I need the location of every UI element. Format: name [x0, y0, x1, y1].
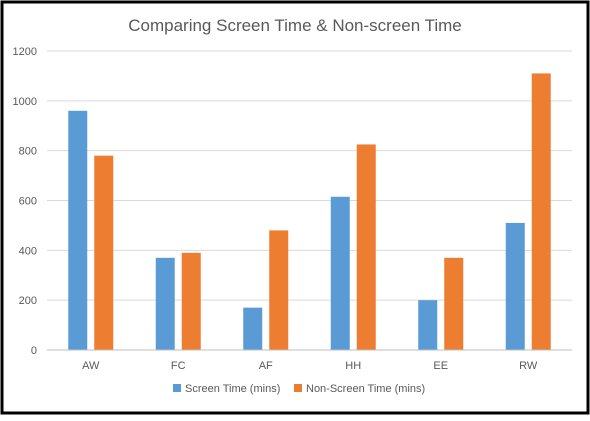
legend: Screen Time (mins) Non-Screen Time (mins) [173, 383, 425, 395]
x-axis: AW FC AF HH EE RW [47, 349, 572, 372]
y-tick-label: 1200 [13, 46, 37, 58]
bar-screen-time-ee [418, 300, 438, 350]
bar-screen-time-af [243, 307, 263, 350]
bar-screen-time-hh [330, 196, 350, 350]
x-tick-label: AF [259, 360, 273, 372]
y-tick-label: 800 [19, 146, 37, 158]
legend-swatch [173, 384, 181, 392]
bar-screen-time-rw [505, 222, 525, 350]
bar-non-screen-time-rw [531, 73, 551, 351]
bars [68, 73, 551, 351]
bar-screen-time-aw [68, 110, 88, 350]
x-tick-label: EE [433, 360, 448, 372]
legend-label: Screen Time (mins) [185, 383, 280, 395]
bar-non-screen-time-fc [181, 252, 201, 350]
bar-non-screen-time-hh [356, 144, 376, 350]
bar-non-screen-time-aw [94, 155, 114, 350]
y-tick-label: 600 [19, 196, 37, 208]
x-tick-label: RW [519, 360, 538, 372]
bar-non-screen-time-ee [444, 257, 464, 350]
gridlines [47, 50, 572, 301]
x-tick-label: AW [82, 360, 100, 372]
y-tick-label: 0 [31, 345, 37, 357]
x-tick-label: HH [345, 360, 361, 372]
bar-non-screen-time-af [269, 230, 289, 350]
legend-swatch [294, 384, 302, 392]
y-tick-label: 1000 [13, 96, 37, 108]
chart-title: Comparing Screen Time & Non-screen Time [128, 16, 462, 35]
y-axis-ticks: 0 200 400 600 800 1000 1200 [13, 46, 37, 357]
legend-label: Non-Screen Time (mins) [306, 383, 425, 395]
y-tick-label: 400 [19, 245, 37, 257]
x-tick-label: FC [171, 360, 186, 372]
y-tick-label: 200 [19, 295, 37, 307]
bar-screen-time-fc [155, 257, 175, 350]
